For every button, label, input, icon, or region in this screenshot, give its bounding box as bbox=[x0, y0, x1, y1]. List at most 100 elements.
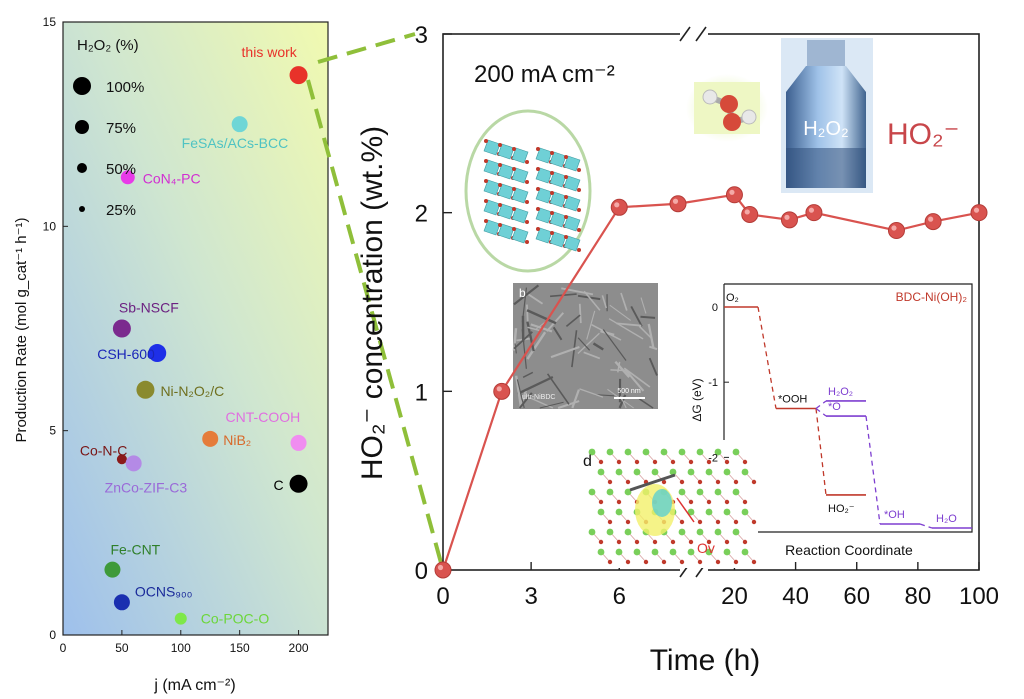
tem-fiber bbox=[557, 400, 580, 409]
tem-panel-letter: b bbox=[519, 286, 526, 300]
dg-level-label: O₂ bbox=[726, 292, 739, 304]
crystal-atom bbox=[550, 191, 554, 195]
series-point bbox=[970, 204, 988, 222]
lattice-atom-ni bbox=[597, 468, 605, 476]
lattice-atom-ni bbox=[624, 488, 632, 496]
main-y-tick-label: 3 bbox=[415, 22, 428, 49]
scatter-point bbox=[104, 561, 121, 578]
tem-fiber bbox=[552, 326, 563, 341]
lattice-atom-o bbox=[688, 539, 694, 545]
species-label: HO₂⁻ bbox=[887, 118, 959, 151]
crystal-atom bbox=[536, 227, 540, 231]
dg-connector bbox=[815, 407, 827, 417]
tem-fiber bbox=[539, 401, 564, 409]
lattice-atom-ni bbox=[615, 548, 623, 556]
left-plot-frame bbox=[62, 21, 329, 636]
tem-fiber bbox=[526, 321, 535, 352]
lattice-atom-o bbox=[625, 559, 631, 565]
lattice-atom-ni bbox=[705, 468, 713, 476]
tem-fiber bbox=[512, 328, 518, 351]
lattice-atom-ni bbox=[678, 448, 686, 456]
lattice-atom-ni bbox=[741, 508, 749, 516]
scatter-point-label: Fe-CNT bbox=[110, 542, 160, 558]
dg-y-axis-label: ΔG (eV) bbox=[690, 378, 704, 421]
dg-title: BDC-Ni(OH)₂ bbox=[896, 290, 968, 304]
tem-fiber bbox=[649, 345, 658, 351]
lattice-atom-ni bbox=[705, 508, 713, 516]
lattice-atom-o bbox=[598, 539, 604, 545]
crystal-octahedron bbox=[483, 179, 501, 196]
tem-image-inset: b ultr-NiBDC 500 nm bbox=[512, 283, 658, 409]
lattice-atom-ni bbox=[633, 548, 641, 556]
lattice-atom-ni bbox=[651, 468, 659, 476]
crystal-atom bbox=[498, 223, 502, 227]
tem-fiber bbox=[616, 322, 642, 327]
crystal-octahedron bbox=[483, 199, 501, 216]
scatter-point-label: Sb-NSCF bbox=[119, 300, 179, 316]
series-point-highlight bbox=[928, 216, 934, 222]
series-point bbox=[805, 204, 823, 222]
tem-fiber bbox=[571, 389, 580, 409]
lattice-atom-ni bbox=[741, 548, 749, 556]
lattice-atom-o bbox=[625, 519, 631, 525]
lattice-atom-o bbox=[670, 459, 676, 465]
crystal-octahedron bbox=[563, 175, 581, 192]
left-x-tick-label: 150 bbox=[230, 641, 250, 655]
crystal-atom bbox=[550, 171, 554, 175]
adsorbate-chain bbox=[629, 473, 676, 492]
scatter-point-label: ZnCo-ZIF-C3 bbox=[105, 479, 188, 495]
crystal-octahedron bbox=[511, 147, 529, 164]
main-x-tick-label: 40 bbox=[782, 583, 809, 610]
crystal-atom bbox=[550, 211, 554, 215]
lattice-atom-ni bbox=[732, 448, 740, 456]
left-y-tick-label: 15 bbox=[43, 15, 57, 29]
connector-top-line bbox=[317, 32, 416, 64]
crystal-atom bbox=[484, 139, 488, 143]
crystal-atom bbox=[536, 207, 540, 211]
lattice-atom-ni bbox=[678, 528, 686, 536]
tem-fiber bbox=[577, 332, 600, 355]
scatter-point bbox=[125, 455, 142, 472]
lattice-atom-ni bbox=[723, 508, 731, 516]
lattice-atom-o bbox=[706, 459, 712, 465]
lattice-atom-o bbox=[652, 539, 658, 545]
crystal-atom bbox=[498, 163, 502, 167]
tem-fiber bbox=[565, 314, 581, 327]
crystal-atom bbox=[577, 248, 581, 252]
dg-level-label: HO₂⁻ bbox=[828, 503, 855, 515]
legend-marker bbox=[77, 163, 87, 173]
crystal-octahedron bbox=[549, 231, 567, 248]
tem-fiber bbox=[614, 360, 631, 378]
lattice-atom-ni bbox=[723, 548, 731, 556]
tem-fiber bbox=[608, 318, 644, 340]
crystal-atom bbox=[498, 143, 502, 147]
tem-fiber bbox=[592, 342, 604, 351]
tem-sample-label: ultr-NiBDC bbox=[522, 394, 555, 401]
series-point bbox=[725, 186, 743, 204]
main-y-tick-label: 0 bbox=[415, 558, 428, 585]
tem-fiber bbox=[583, 290, 601, 311]
main-chart-title: 200 mA cm⁻² bbox=[474, 61, 615, 88]
tem-fiber bbox=[526, 331, 547, 360]
scatter-point-label: Co-N-C bbox=[80, 442, 127, 458]
tem-fiber bbox=[516, 379, 525, 409]
lattice-atom-ni bbox=[588, 528, 596, 536]
crystal-octahedron bbox=[483, 139, 501, 156]
series-point bbox=[741, 205, 759, 223]
h2o2-molecule-icon bbox=[702, 89, 757, 131]
series-point-highlight bbox=[614, 202, 620, 208]
ov-label: Ov bbox=[697, 540, 715, 556]
tem-fiber bbox=[623, 367, 651, 388]
lattice-atom-o bbox=[697, 519, 703, 525]
tem-fiber bbox=[517, 375, 554, 395]
lattice-atom-o bbox=[715, 479, 721, 485]
tem-fiber bbox=[586, 310, 596, 340]
dg-level-label: *OOH bbox=[778, 394, 807, 406]
tem-fiber bbox=[630, 305, 643, 327]
series-point-highlight bbox=[891, 225, 897, 231]
crystal-atom bbox=[512, 227, 516, 231]
dg-plot-background-lower bbox=[758, 442, 972, 532]
main-y-axis-label: HO₂⁻ concentration (wt.%) bbox=[356, 126, 389, 480]
lattice-atom-o bbox=[751, 559, 757, 565]
main-x-tick-label: 100 bbox=[959, 583, 999, 610]
